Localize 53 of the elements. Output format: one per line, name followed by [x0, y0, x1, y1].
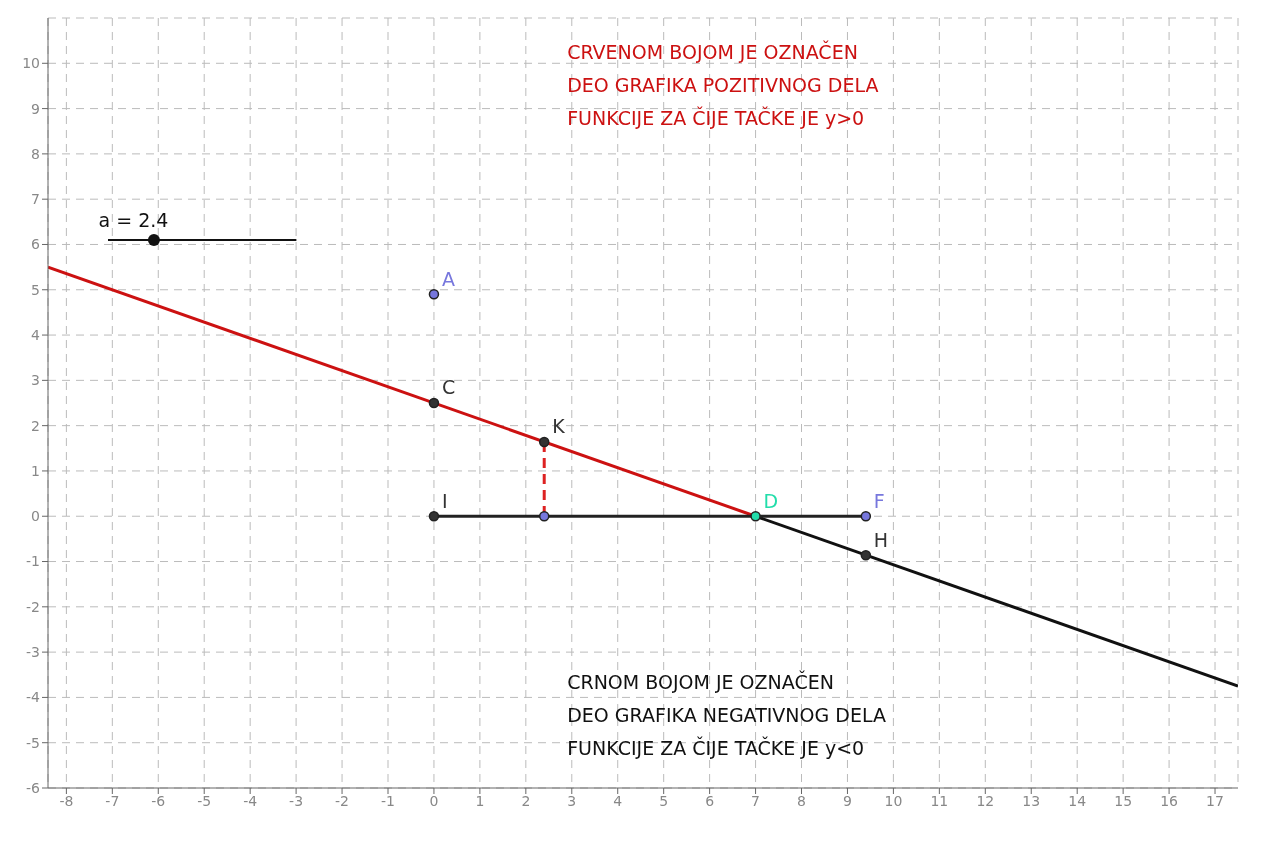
y-tick-label: 0 [31, 508, 40, 525]
x-tick-label: 2 [521, 792, 531, 809]
x-tick-label: 10 [884, 792, 903, 809]
y-tick-label: -2 [26, 598, 40, 615]
y-tick-label: 7 [31, 191, 40, 208]
x-tick-label: 13 [1022, 792, 1041, 809]
y-tick-label: 9 [31, 100, 40, 117]
x-tick-label: -5 [197, 792, 212, 809]
x-tick-label: -8 [59, 792, 74, 809]
x-tick-label: 15 [1114, 792, 1133, 809]
series-label: K [552, 415, 566, 438]
x-tick-label: 11 [930, 792, 949, 809]
annotation: a = 2.4 [98, 207, 169, 233]
y-tick-label: -6 [26, 779, 41, 796]
series-label: D [763, 489, 779, 512]
x-tick-label: -4 [243, 792, 258, 809]
y-tick-label: 6 [31, 236, 41, 253]
y-tick-label: -1 [26, 553, 40, 570]
series-label: H [873, 528, 889, 551]
x-tick-label: 7 [751, 792, 761, 809]
x-tick-label: 5 [659, 792, 669, 809]
x-tick-label: 1 [475, 792, 485, 809]
annotation: CRNOM BOJOM JE OZNAČEN DEO GRAFIKA NEGATIVNOG DELA FUNKCIJE ZA ČIJE TAČKE JE y<0 [567, 669, 886, 761]
y-tick-label: 3 [31, 372, 40, 389]
y-tick-label: 2 [31, 417, 40, 434]
y-tick-label: -4 [26, 689, 41, 706]
x-tick-label: 0 [429, 792, 439, 809]
x-tick-label: -6 [151, 792, 166, 809]
series-label: F [873, 489, 885, 512]
x-tick-label: 4 [613, 792, 623, 809]
x-tick-label: -1 [381, 792, 395, 809]
y-tick-label: 4 [31, 327, 41, 344]
y-tick-label: 10 [22, 55, 40, 72]
x-tick-label: -2 [335, 792, 350, 809]
x-tick-label: 6 [705, 792, 715, 809]
x-tick-label: -7 [105, 792, 120, 809]
x-tick-label: -3 [289, 792, 304, 809]
x-tick-label: 12 [976, 792, 995, 809]
x-tick-label: 3 [567, 792, 577, 809]
series-label: A [441, 267, 455, 290]
annotation: CRVENOM BOJOM JE OZNAČEN DEO GRAFIKA POZITIVNOG DELA FUNKCIJE ZA ČIJE TAČKE JE y>0 [567, 39, 879, 132]
y-tick-label: 8 [31, 145, 40, 162]
series-label: I [441, 489, 448, 512]
x-tick-label: 9 [843, 792, 852, 809]
x-tick-label: 17 [1206, 792, 1224, 809]
x-tick-label: 8 [797, 792, 806, 809]
series-label: C [441, 376, 456, 399]
x-tick-label: 16 [1160, 792, 1179, 809]
y-tick-label: -3 [26, 644, 40, 661]
x-tick-label: 14 [1068, 792, 1087, 809]
y-tick-label: 5 [31, 281, 40, 298]
y-tick-label: -5 [26, 734, 40, 751]
y-tick-label: 1 [31, 462, 40, 479]
